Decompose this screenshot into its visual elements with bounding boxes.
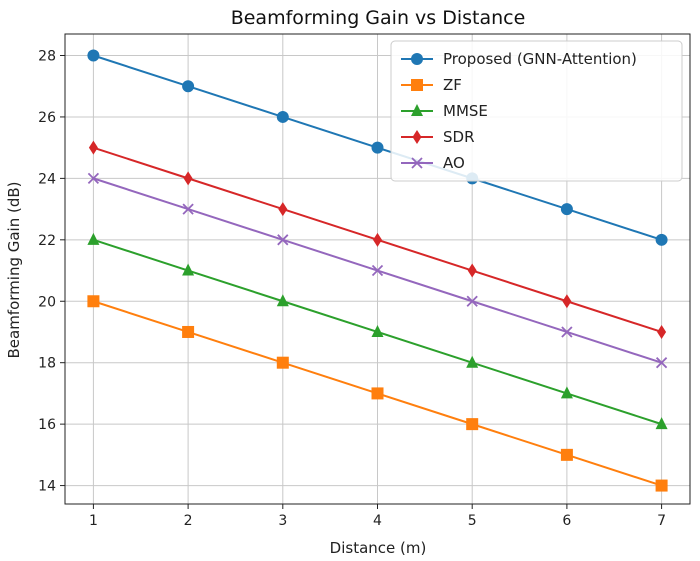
x-tick-label: 4 bbox=[373, 513, 382, 529]
data-point-zf bbox=[371, 387, 384, 400]
data-point-ao bbox=[561, 326, 573, 338]
legend: Proposed (GNN-Attention) ZF MMSE SDR AO bbox=[390, 40, 683, 182]
data-point-ao bbox=[466, 295, 478, 307]
legend-marker bbox=[411, 104, 423, 116]
legend-item-zf: ZF bbox=[401, 76, 462, 94]
x-axis-ticks: 1 2 3 4 5 6 7 bbox=[89, 504, 666, 529]
data-point-sdr bbox=[562, 294, 572, 309]
x-marker-stroke bbox=[371, 264, 384, 277]
data-point-zf bbox=[87, 295, 100, 308]
data-point-mmse bbox=[466, 355, 479, 368]
data-point-ao bbox=[655, 357, 668, 369]
legend-marker bbox=[411, 157, 423, 169]
data-point-zf bbox=[466, 418, 479, 431]
data-point-sdr bbox=[467, 263, 477, 278]
y-tick-label: 14 bbox=[38, 479, 56, 495]
legend-item-mmse: MMSE bbox=[401, 102, 488, 120]
data-point-ao bbox=[87, 172, 100, 185]
legend-item-ao: AO bbox=[401, 154, 465, 172]
data-point-mmse bbox=[655, 417, 668, 430]
x-marker-stroke bbox=[655, 357, 668, 369]
data-point-ao bbox=[277, 234, 289, 246]
data-point-zf bbox=[560, 448, 573, 461]
legend-item-proposed-gnn-attention: Proposed (GNN-Attention) bbox=[401, 50, 637, 68]
y-tick-label: 24 bbox=[38, 171, 56, 187]
legend-label: Proposed (GNN-Attention) bbox=[443, 50, 637, 68]
data-point-sdr bbox=[278, 202, 288, 217]
x-tick-label: 6 bbox=[562, 513, 571, 529]
data-point-proposed-gnn-attention bbox=[371, 141, 384, 154]
legend-label: SDR bbox=[443, 128, 475, 146]
data-point-proposed-gnn-attention bbox=[560, 203, 573, 216]
data-point-ao bbox=[182, 203, 194, 215]
x-axis-label: Distance (m) bbox=[330, 539, 427, 557]
data-point-mmse bbox=[276, 294, 289, 307]
chart-title: Beamforming Gain vs Distance bbox=[231, 7, 526, 29]
x-marker-stroke bbox=[466, 295, 478, 307]
series-sdr bbox=[88, 140, 667, 339]
x-marker-stroke bbox=[411, 157, 423, 169]
data-point-mmse bbox=[182, 263, 195, 276]
y-tick-label: 18 bbox=[38, 356, 56, 372]
y-tick-label: 28 bbox=[38, 49, 56, 65]
legend-marker bbox=[412, 130, 422, 144]
data-point-zf bbox=[182, 325, 195, 338]
x-tick-label: 5 bbox=[468, 513, 477, 529]
x-marker-stroke bbox=[561, 326, 573, 338]
legend-label: AO bbox=[443, 154, 465, 172]
series-zf bbox=[87, 295, 668, 492]
legend-item-sdr: SDR bbox=[401, 128, 475, 146]
y-tick-label: 20 bbox=[38, 294, 56, 310]
series-mmse bbox=[87, 232, 668, 430]
x-tick-label: 1 bbox=[89, 513, 98, 529]
data-point-sdr bbox=[373, 232, 382, 247]
data-point-proposed-gnn-attention bbox=[87, 49, 100, 62]
y-axis-label: Beamforming Gain (dB) bbox=[5, 181, 23, 358]
y-tick-label: 16 bbox=[38, 417, 56, 433]
data-point-mmse bbox=[87, 232, 100, 245]
x-marker-stroke bbox=[277, 234, 289, 246]
data-point-ao bbox=[371, 264, 384, 277]
data-point-proposed-gnn-attention bbox=[182, 80, 195, 93]
legend-marker bbox=[411, 79, 423, 91]
x-marker-stroke bbox=[182, 203, 194, 215]
series-ao bbox=[87, 172, 668, 369]
data-point-mmse bbox=[560, 386, 573, 399]
x-tick-label: 2 bbox=[184, 513, 193, 529]
data-point-proposed-gnn-attention bbox=[276, 110, 289, 123]
legend-marker bbox=[411, 53, 423, 65]
x-marker-stroke bbox=[87, 172, 100, 185]
legend-box bbox=[390, 40, 683, 182]
data-point-sdr bbox=[657, 324, 667, 339]
data-point-sdr bbox=[183, 171, 193, 186]
series-group bbox=[87, 49, 668, 492]
y-axis-ticks: 14 16 18 20 22 24 26 28 bbox=[38, 49, 65, 495]
legend-label: ZF bbox=[443, 76, 462, 94]
series-proposed-gnn-attention bbox=[87, 49, 668, 246]
data-point-zf bbox=[655, 479, 668, 492]
data-point-proposed-gnn-attention bbox=[655, 233, 668, 246]
y-tick-label: 26 bbox=[38, 110, 56, 126]
y-tick-label: 22 bbox=[38, 233, 56, 249]
legend-label: MMSE bbox=[443, 102, 488, 120]
data-point-sdr bbox=[88, 140, 98, 155]
x-tick-label: 7 bbox=[657, 513, 666, 529]
x-tick-label: 3 bbox=[278, 513, 287, 529]
data-point-zf bbox=[276, 356, 289, 369]
data-point-mmse bbox=[371, 324, 384, 337]
